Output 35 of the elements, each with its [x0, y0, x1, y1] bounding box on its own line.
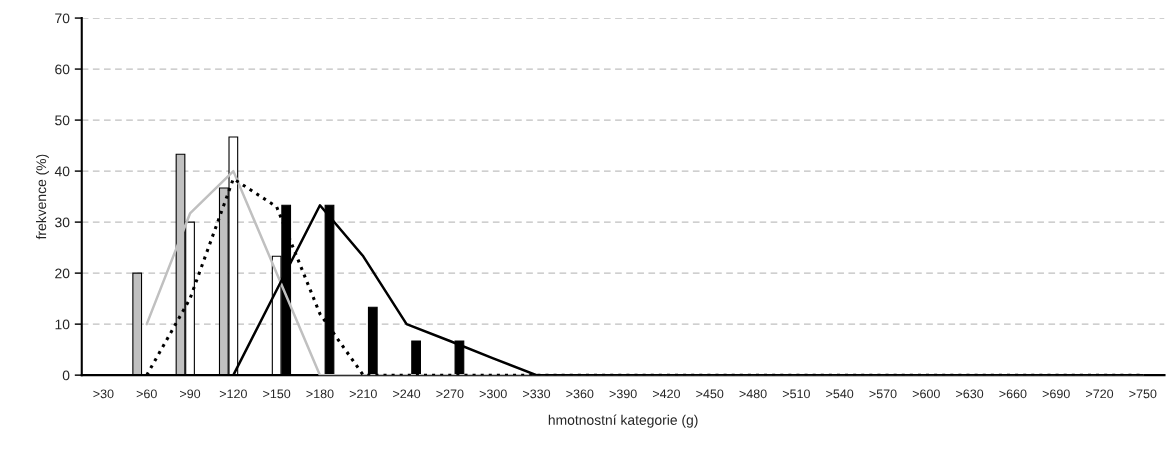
y-tick-label: 0 [62, 370, 70, 381]
x-tick-label: >180 [306, 389, 334, 399]
x-tick-label: >450 [696, 389, 724, 399]
x-tick-label: >720 [1086, 389, 1114, 399]
y-tick-label: 40 [54, 166, 70, 177]
x-tick-label: >690 [1042, 389, 1070, 399]
x-tick-label: >630 [956, 389, 984, 399]
x-tick-label: >270 [436, 389, 464, 399]
y-tick-label: 10 [55, 319, 70, 330]
x-axis-title: hmotnostní kategorie (g) [548, 414, 698, 428]
y-tick-label: 20 [55, 268, 70, 279]
x-tick-label: >120 [219, 389, 247, 399]
x-tick-label: >30 [93, 389, 114, 399]
y-tick-label: 70 [55, 13, 70, 24]
y-tick-label: 30 [55, 217, 70, 228]
x-tick-label: >330 [523, 389, 551, 399]
x-tick-label: >300 [479, 389, 507, 399]
x-tick-label: >210 [349, 389, 377, 399]
x-tick-label: >390 [609, 389, 637, 399]
y-tick-label: 60 [55, 64, 70, 75]
x-tick-label: >540 [826, 389, 854, 399]
y-tick-label: 50 [55, 115, 70, 126]
x-tick-label: >420 [652, 389, 681, 399]
x-tick-label: >150 [263, 389, 291, 399]
x-tick-label: >360 [566, 389, 594, 399]
x-tick-label: >60 [136, 389, 157, 399]
y-axis-title: frekvence (%) [36, 154, 49, 240]
x-tick-label: >240 [393, 389, 421, 399]
x-tick-label: >600 [912, 389, 940, 399]
x-tick-label: >570 [869, 389, 897, 399]
x-tick-label: >480 [739, 389, 767, 399]
x-tick-label: >750 [1129, 389, 1157, 399]
x-tick-label: >660 [999, 389, 1027, 399]
x-tick-label: >510 [782, 389, 810, 399]
x-tick-label: >90 [180, 389, 201, 399]
